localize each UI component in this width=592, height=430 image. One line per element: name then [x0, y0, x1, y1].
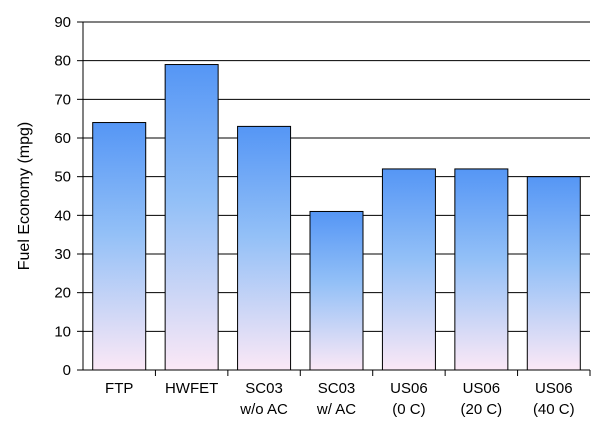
x-tick-label: SC03 w/ AC [316, 380, 356, 418]
bars [92, 64, 581, 371]
bar-hwfet [164, 64, 219, 371]
y-tick-label: 10 [54, 323, 71, 340]
y-tick-label: 60 [54, 130, 71, 147]
x-tick-label-line: (40 C) [533, 401, 575, 418]
y-tick-label: 80 [54, 53, 71, 70]
y-tick-label: 0 [63, 362, 71, 379]
x-tick-label: US06 (0 C) [390, 380, 428, 418]
x-tick-label-line: SC03 [318, 380, 356, 397]
bar-us06-40-c [526, 176, 581, 371]
axes [77, 21, 591, 376]
y-tick-label: 30 [54, 246, 71, 263]
x-tick-label: US06 (40 C) [533, 380, 575, 418]
x-tick-label-line: (0 C) [392, 401, 425, 418]
bar-ftp [92, 122, 147, 371]
y-tick-label: 50 [54, 169, 71, 186]
y-tick-label: 90 [54, 14, 71, 31]
x-tick-label-line: (20 C) [461, 401, 503, 418]
y-tick-label: 70 [54, 91, 71, 108]
x-tick-label-line: HWFET [165, 380, 218, 397]
bar-us06-20-c [454, 168, 509, 371]
x-tick-label: US06 (20 C) [461, 380, 503, 418]
x-tick-label: SC03 w/o AC [239, 380, 288, 418]
x-tick-label-line: w/ AC [316, 401, 356, 418]
x-tick-label-line: US06 [390, 380, 428, 397]
x-tick-label: HWFET [165, 380, 218, 397]
x-tick-label-line: SC03 [245, 380, 283, 397]
x-tick-label-line: US06 [535, 380, 573, 397]
x-tick-label: FTP [105, 380, 133, 397]
y-tick-label: 40 [54, 207, 71, 224]
x-tick-label-line: w/o AC [239, 401, 288, 418]
y-tick-labels: 0 10 20 30 40 50 60 70 80 90 [54, 14, 71, 379]
x-tick-label-line: FTP [105, 380, 133, 397]
y-axis-label: Fuel Economy (mpg) [16, 122, 33, 271]
bar-sc03-w-o-ac [237, 125, 292, 371]
y-tick-label: 20 [54, 285, 71, 302]
bar-sc03-w-ac [309, 210, 364, 371]
bar-us06-0-c [381, 168, 436, 371]
x-tick-label-line: US06 [463, 380, 501, 397]
